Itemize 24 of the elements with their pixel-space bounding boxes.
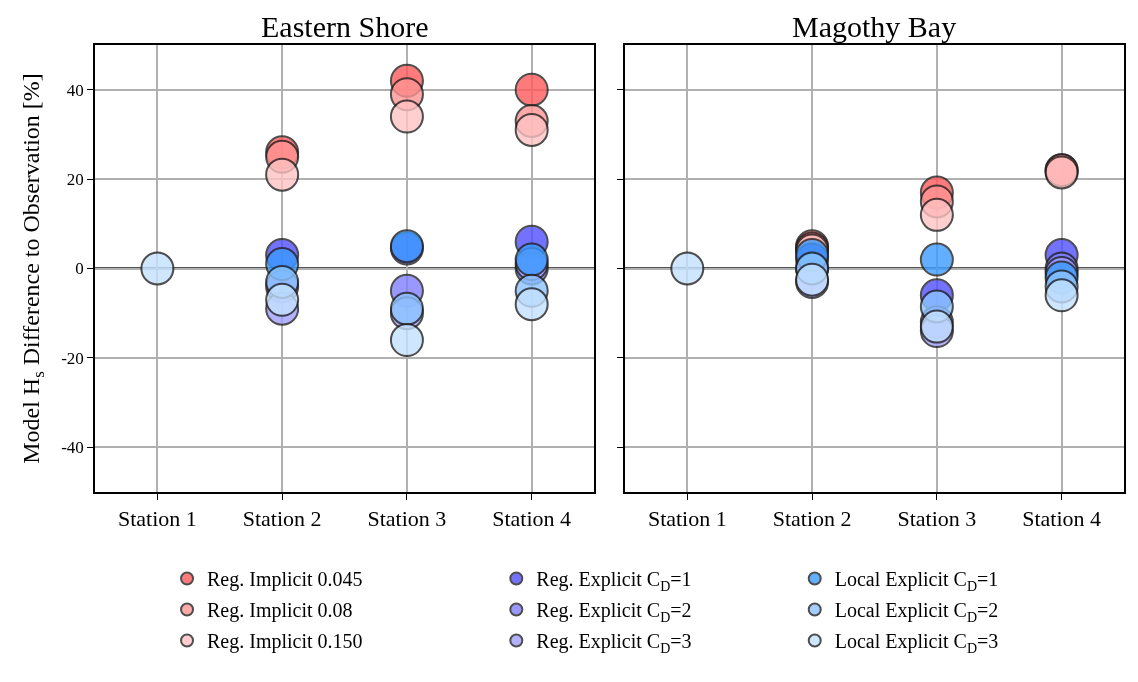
- x-tick-label: Station 3: [897, 506, 977, 532]
- legend-label: Local Explicit C$_{D}$=3: [834, 630, 999, 656]
- legend-label: Reg. Explicit C$_{D}$=2: [536, 599, 692, 625]
- x-tick-label: Station 4: [492, 506, 572, 532]
- x-tick-label: Station 3: [367, 506, 447, 532]
- y-tick-label: 0: [75, 259, 84, 279]
- x-tick-label: Station 2: [772, 506, 852, 532]
- legend-label: Reg. Implicit 0.08: [207, 599, 353, 623]
- y-tick-label: 20: [66, 170, 84, 190]
- x-tick-label: Station 1: [647, 506, 727, 532]
- y-tick-label: -40: [61, 438, 84, 458]
- legend-label: Reg. Explicit C$_{D}$=3: [536, 630, 692, 656]
- x-tick-label: Station 4: [1022, 506, 1102, 532]
- legend-label: Local Explicit C$_{D}$=1: [834, 568, 999, 594]
- legend-label: Reg. Explicit C$_{D}$=1: [536, 568, 692, 594]
- legend-label: Reg. Implicit 0.150: [207, 630, 363, 654]
- y-tick-label: 40: [66, 80, 84, 100]
- legend-label: Reg. Implicit 0.045: [207, 568, 363, 592]
- x-tick-label: Station 2: [242, 506, 322, 532]
- legend-label: Local Explicit C$_{D}$=2: [834, 599, 999, 625]
- y-tick-label: -20: [61, 348, 84, 368]
- chart-title: Magothy Bay: [792, 10, 957, 43]
- x-tick-label: Station 1: [117, 506, 197, 532]
- chart-title: Eastern Shore: [261, 10, 429, 43]
